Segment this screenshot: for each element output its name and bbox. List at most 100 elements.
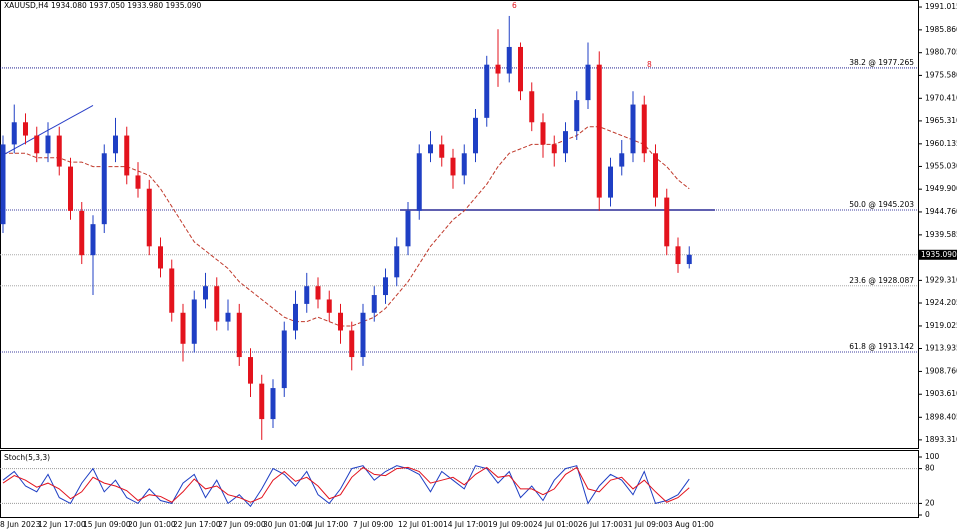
marker: 8 [647,60,652,69]
candle-body [281,330,287,389]
candle-body [158,246,163,269]
candle-body [675,246,681,265]
x-tick-label: 26 Jul 17:00 [578,520,623,529]
y-tick-label: 20 [925,498,935,507]
candle-body [11,122,17,145]
y-tick-label: 1898.405 [925,412,957,421]
candle-body [191,299,197,344]
x-tick-label: 7 Jul 09:00 [353,520,393,529]
y-tick-label: 1919.025 [925,321,957,330]
y-tick-label: 80 [925,464,935,473]
y-tick-label: 1965.310 [925,116,957,125]
candle-body [641,104,647,154]
candle-body [630,104,636,154]
candle-body [439,144,445,158]
candle-body [79,210,85,256]
x-tick-label: 12 Jun 17:00 [38,520,86,529]
x-tick-label: 27 Jun 09:00 [218,520,266,529]
candle-body [394,246,400,278]
candle-body [236,312,242,358]
candle-body [56,135,62,167]
candle-body [180,312,186,344]
candle-body [473,117,478,154]
candle-body [428,144,433,154]
candle-body [585,64,591,101]
marker: 6 [512,1,517,10]
y-tick-label: 1929.310 [925,275,957,284]
candle-body [326,299,332,313]
y-tick-label: 1913.935 [925,343,957,352]
candle-body [169,268,175,313]
candle-body [653,153,658,198]
candle-body [529,91,535,123]
candle-body [68,166,73,211]
candle-body [338,312,343,331]
x-tick-label: 19 Jul 09:00 [488,520,533,529]
candle-body [416,153,422,211]
candle-body [304,286,310,304]
last-price-label: 1935.090 [921,250,957,259]
stoch-panel-frame [0,450,919,518]
candle-body [113,135,118,154]
y-tick-label: 0 [925,510,930,519]
x-tick-label: 12 Jul 01:00 [398,520,443,529]
stoch-line [2,466,690,503]
candle-body [450,157,456,176]
stoch-title: Stoch(5,3,3) [4,453,50,462]
fib-label: 23.6 @ 1928.087 [849,276,914,285]
candle-body [0,144,6,225]
candle-body [608,166,613,198]
candle-body [90,224,96,256]
candle-body [619,153,625,167]
candle-body [371,295,377,313]
candle-body [360,312,366,358]
price-panel-frame [0,0,919,449]
y-tick-label: 1980.705 [925,48,957,57]
fib-label: 50.0 @ 1945.203 [849,200,914,209]
candle-body [101,153,107,225]
candle-body [293,303,298,331]
y-tick-label: 1908.760 [925,366,957,375]
y-tick-label: 1991.015 [925,2,957,11]
candle-body [23,122,28,136]
x-tick-label: 20 Jun 01:00 [128,520,176,529]
x-tick-label: 3 Aug 01:00 [668,520,714,529]
candle-body [596,64,602,198]
y-tick-label: 1944.760 [925,207,957,216]
y-tick-label: 1960.135 [925,139,957,148]
candle-body [248,357,253,384]
candle-body [484,64,490,118]
candle-body [203,286,208,300]
x-tick-label: 31 Jul 09:00 [623,520,668,529]
candle-body [540,122,546,145]
candle-body [461,153,467,176]
x-tick-label: 24 Jul 01:00 [533,520,578,529]
candle-body [574,100,580,132]
candle-body [270,388,276,420]
candle-body [686,254,692,265]
x-tick-label: 30 Jun 01:00 [263,520,311,529]
y-tick-label: 1893.310 [925,435,957,444]
stoch-line [2,465,690,508]
candle-body [664,197,670,247]
candle-body [214,286,220,322]
y-tick-label: 1970.410 [925,93,957,102]
y-tick-label: 1939.585 [925,230,957,239]
x-tick-label: 8 Jun 2023 [0,520,41,529]
candle-body [259,383,265,420]
candle-body [34,135,40,154]
candle-body [383,277,388,296]
x-tick-label: 14 Jul 17:00 [443,520,488,529]
candle-body [506,46,512,74]
candle-body [349,330,355,358]
fib-label: 38.2 @ 1977.265 [849,58,914,67]
x-tick-label: 22 Jun 17:00 [173,520,221,529]
candle-body [135,175,141,189]
chart-title: XAUUSD,H4 1934.080 1937.050 1933.980 193… [4,1,201,10]
candle-body [551,144,557,154]
fib-label: 61.8 @ 1913.142 [849,342,914,351]
x-tick-label: 4 Jul 17:00 [308,520,348,529]
candle-body [495,64,501,74]
